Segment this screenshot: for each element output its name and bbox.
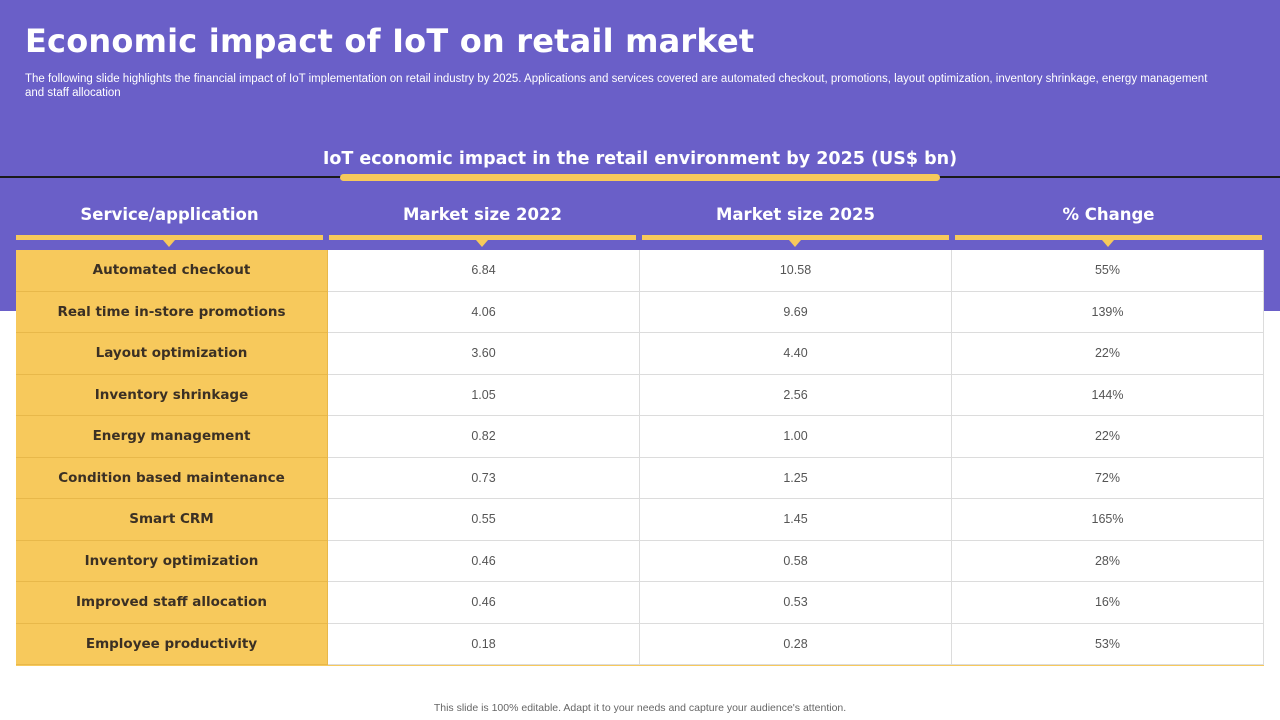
table-cell-market-2022: 3.60 <box>328 333 640 375</box>
table-cell-market-2025: 2.56 <box>640 374 952 416</box>
column-header-change: % Change <box>1062 205 1155 224</box>
table-cell-market-2022: 1.05 <box>328 374 640 416</box>
table-cell-change: 139% <box>952 291 1264 333</box>
table-cell-change: 22% <box>952 416 1264 458</box>
table-cell-market-2025: 0.28 <box>640 623 952 665</box>
column-header-bar <box>642 235 949 247</box>
table-cell-service: Layout optimization <box>16 333 328 375</box>
table-cell-market-2022: 0.46 <box>328 582 640 624</box>
table-cell-service: Condition based maintenance <box>16 457 328 499</box>
table-cell-market-2022: 6.84 <box>328 250 640 292</box>
table-cell-change: 28% <box>952 540 1264 582</box>
table-cell-service: Smart CRM <box>16 499 328 541</box>
table-cell-market-2025: 1.00 <box>640 416 952 458</box>
table-cell-market-2022: 0.55 <box>328 499 640 541</box>
table-cell-market-2022: 0.18 <box>328 623 640 665</box>
table-cell-service: Inventory optimization <box>16 540 328 582</box>
table-cell-market-2022: 0.82 <box>328 416 640 458</box>
table-cell-change: 22% <box>952 333 1264 375</box>
table-cell-market-2025: 1.45 <box>640 499 952 541</box>
column-header-bar <box>16 235 323 247</box>
footer-note: This slide is 100% editable. Adapt it to… <box>433 702 847 714</box>
table-cell-market-2025: 0.53 <box>640 582 952 624</box>
data-table: Automated checkout 6.84 10.58 55% Real t… <box>16 250 1264 666</box>
page-title: Economic impact of IoT on retail market <box>25 22 755 60</box>
page-subtitle: The following slide highlights the finan… <box>25 73 1208 99</box>
table-cell-change: 53% <box>952 623 1264 665</box>
table-cell-market-2022: 0.73 <box>328 457 640 499</box>
table-cell-service: Inventory shrinkage <box>16 374 328 416</box>
table-cell-market-2025: 10.58 <box>640 250 952 292</box>
table-cell-market-2025: 4.40 <box>640 333 952 375</box>
table-cell-service: Employee productivity <box>16 623 328 665</box>
table-cell-change: 165% <box>952 499 1264 541</box>
table-cell-change: 144% <box>952 374 1264 416</box>
column-header-bar <box>955 235 1262 247</box>
table-cell-change: 72% <box>952 457 1264 499</box>
column-header-market-2025: Market size 2025 <box>716 205 875 224</box>
table-cell-service: Real time in-store promotions <box>16 291 328 333</box>
column-header-market-2022: Market size 2022 <box>403 205 562 224</box>
table-title-underline <box>340 174 940 181</box>
table-cell-service: Energy management <box>16 416 328 458</box>
table-cell-market-2025: 9.69 <box>640 291 952 333</box>
table-cell-service: Improved staff allocation <box>16 582 328 624</box>
table-cell-service: Automated checkout <box>16 250 328 292</box>
table-cell-market-2025: 1.25 <box>640 457 952 499</box>
table-cell-change: 16% <box>952 582 1264 624</box>
table-cell-market-2025: 0.58 <box>640 540 952 582</box>
table-cell-change: 55% <box>952 250 1264 292</box>
table-cell-market-2022: 0.46 <box>328 540 640 582</box>
column-header-bar <box>329 235 636 247</box>
table-cell-market-2022: 4.06 <box>328 291 640 333</box>
table-title: IoT economic impact in the retail enviro… <box>322 149 958 169</box>
column-header-service: Service/application <box>80 205 259 224</box>
